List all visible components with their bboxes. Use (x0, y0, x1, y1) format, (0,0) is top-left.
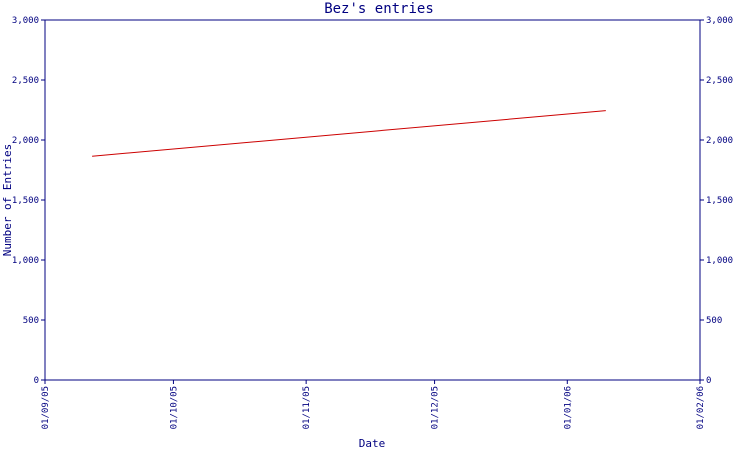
y-tick-label-right: 2,500 (706, 76, 733, 86)
x-tick-label: 01/09/05 (41, 386, 51, 429)
x-axis-label: Date (359, 437, 386, 450)
chart-title: Bez's entries (324, 1, 434, 17)
y-tick-label-right: 2,000 (706, 136, 733, 146)
y-tick-label-left: 3,000 (12, 16, 39, 26)
y-tick-label-right: 1,500 (706, 196, 733, 206)
y-tick-label-right: 3,000 (706, 16, 733, 26)
plot-area-frame (44, 19, 701, 381)
x-axis: 01/09/05 01/10/05 01/11/05 01/12/05 01/01/06… (41, 380, 706, 429)
y-tick-label-right: 1,000 (706, 256, 733, 266)
x-tick-label: 01/11/05 (302, 386, 312, 429)
y-tick-label-left: 500 (23, 316, 39, 326)
y-tick-label-right: 0 (706, 376, 711, 386)
y-tick-label-left: 1,500 (12, 196, 39, 206)
series-layer (92, 110, 606, 157)
x-tick-label: 01/01/06 (563, 386, 573, 429)
y-tick-label-right: 500 (706, 316, 722, 326)
y-tick-label-left: 2,500 (12, 76, 39, 86)
y-tick-label-left: 2,000 (12, 136, 39, 146)
y-tick-label-left: 1,000 (12, 256, 39, 266)
x-tick-label: 01/12/05 (431, 386, 441, 429)
y-axis-left: 0 500 1,000 1,500 2,000 2,500 3,000 (12, 16, 45, 386)
x-tick-label: 01/02/06 (696, 386, 706, 429)
x-tick-label: 01/10/05 (169, 386, 179, 429)
y-axis-right: 0 500 1,000 1,500 2,000 2,500 3,000 (700, 16, 733, 386)
y-tick-label-left: 0 (34, 376, 39, 386)
series-line (92, 110, 606, 157)
y-axis-label: Number of Entries (1, 144, 14, 257)
